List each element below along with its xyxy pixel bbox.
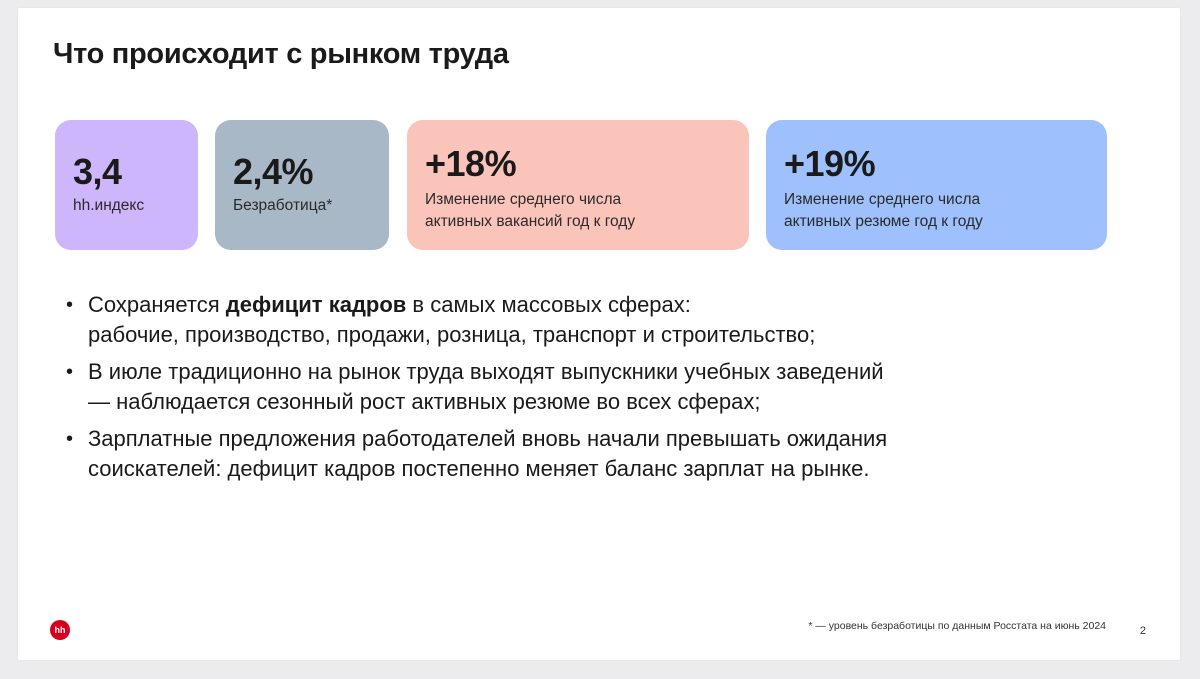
bullet-text: Зарплатные предложения работодателей вно… — [88, 426, 888, 451]
metric-value: 3,4 — [73, 151, 122, 192]
metric-card-resumes: +19% Изменение среднего числа активных р… — [766, 120, 1107, 250]
bullet-emphasis: дефицит кадров — [225, 292, 407, 317]
bullet-list: • Сохраняется дефицит кадров в самых мас… — [66, 290, 1126, 491]
page-title: Что происходит с рынком труда — [53, 38, 509, 70]
metric-value: +19% — [784, 143, 876, 184]
metric-value: 2,4% — [233, 151, 314, 192]
metric-label-line: активных резюме год к году — [784, 213, 983, 230]
metric-label-line: активных вакансий год к году — [425, 213, 636, 230]
bullet-item: • В июле традиционно на рынок труда выхо… — [66, 357, 1126, 417]
bullet-text: — наблюдается сезонный рост активных рез… — [88, 389, 761, 414]
bullet-text: рабочие, производство, продажи, розница,… — [88, 322, 816, 347]
bullet-text: В июле традиционно на рынок труда выходя… — [88, 359, 884, 384]
slide: Что происходит с рынком труда 3,4 hh.инд… — [18, 8, 1180, 660]
metric-label: Изменение среднего числа активных резюме… — [784, 189, 1107, 233]
footnote: * — уровень безработицы по данным Росста… — [808, 620, 1106, 632]
bullet-item: • Сохраняется дефицит кадров в самых мас… — [66, 290, 1126, 350]
metric-label: Безработица* — [233, 197, 333, 214]
metric-label: hh.индекс — [73, 197, 145, 214]
metric-label-line: Изменение среднего числа — [425, 191, 622, 208]
metric-label: Изменение среднего числа активных ваканс… — [425, 189, 749, 233]
metric-card-hh-index: 3,4 hh.индекс — [55, 120, 198, 250]
metric-value: +18% — [425, 143, 517, 184]
bullet-text: соискателей: дефицит кадров постепенно м… — [88, 456, 870, 481]
page-number: 2 — [1139, 625, 1146, 637]
bullet-dot: • — [66, 361, 74, 383]
metric-label-line: Изменение среднего числа — [784, 191, 981, 208]
bullet-dot: • — [66, 428, 74, 450]
bullet-item: • Зарплатные предложения работодателей в… — [66, 424, 1126, 484]
hh-logo-icon: hh — [50, 620, 70, 640]
metric-card-unemployment: 2,4% Безработица* — [215, 120, 389, 250]
bullet-dot: • — [66, 294, 74, 316]
bullet-text: в самых массовых сферах: — [406, 292, 691, 317]
bullet-text: Сохраняется — [88, 292, 226, 317]
metric-card-vacancies: +18% Изменение среднего числа активных в… — [407, 120, 749, 250]
